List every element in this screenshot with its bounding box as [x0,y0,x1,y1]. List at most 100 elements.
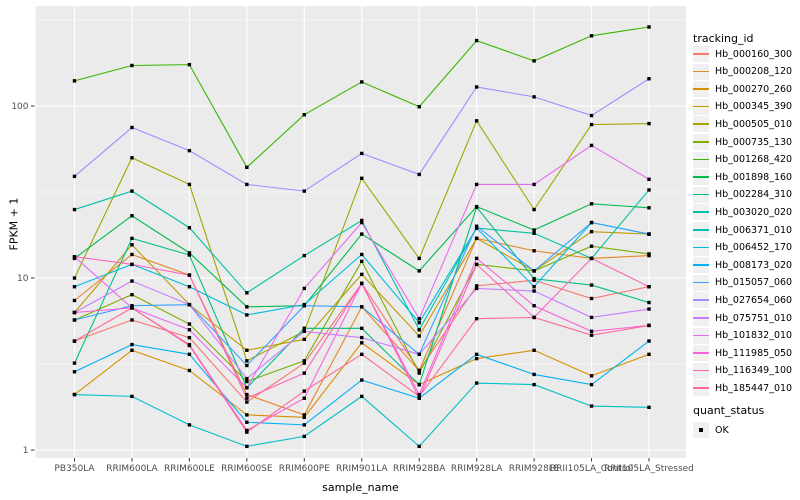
data-point [647,352,651,357]
data-point [474,182,479,187]
legend-key-line [693,264,709,266]
data-point [187,285,192,289]
legend-key [693,169,709,186]
data-point [72,285,77,289]
x-tick-label: RRIM901LA [336,464,388,474]
legend-item-label: Hb_000270_260 [715,83,793,95]
legend-key [693,204,709,221]
data-point [187,368,192,373]
data-point [647,177,651,181]
data-point [647,206,651,210]
data-point [360,326,364,330]
data-point [474,352,479,357]
data-point [532,182,536,187]
data-point [187,148,192,153]
y-tick-label: 10 [17,274,29,284]
data-point [245,165,249,170]
data-point [302,189,306,193]
legend-item: Hb_001268_420 [693,151,793,168]
data-point [532,59,536,63]
data-point [187,62,192,67]
data-point [187,182,192,187]
data-point [589,244,594,248]
data-point [532,304,536,308]
legend-item-label: Hb_185447_010 [715,382,793,394]
data-point [245,430,249,434]
data-point [647,405,651,410]
ok-point-icon [699,428,703,432]
data-point [474,284,479,288]
x-tick-label: RRIM928LA [451,464,503,474]
legend-key [693,151,709,168]
legend-item: Hb_101832_010 [693,327,792,344]
legend-key-line [693,211,709,213]
legend-key-line [693,88,709,90]
data-point [245,444,249,449]
data-point [245,386,249,390]
legend-key [693,186,709,203]
legend-item: Hb_027654_060 [693,292,792,309]
data-point [417,382,421,387]
data-point [647,300,651,305]
data-point [474,262,479,267]
data-point [187,352,192,357]
data-point [72,174,77,179]
data-point [532,277,536,281]
data-point [130,125,134,130]
legend-key [693,116,709,133]
data-point [647,25,651,29]
data-point [360,232,364,236]
data-point [589,34,594,38]
data-point [187,251,192,255]
data-point [245,305,249,309]
legend-key-line [693,53,709,55]
legend-item-label: Hb_111985_050 [715,347,793,359]
data-point [532,372,536,377]
legend-item-label: Hb_001268_420 [715,154,793,166]
data-point [302,423,306,427]
data-point [474,356,479,361]
data-point [360,352,364,357]
legend-item-label: Hb_008173_020 [715,259,793,271]
data-point [130,214,134,218]
legend-item: Hb_111985_050 [693,345,793,362]
data-point [532,231,536,235]
data-point [647,77,651,81]
legend-key [693,134,709,150]
legend-item-label: Hb_003020_020 [715,206,793,218]
data-point [532,269,536,273]
legend-item: Hb_000505_010 [693,116,792,133]
legend-key-line [693,317,709,319]
data-point [532,382,536,387]
data-point [72,392,77,397]
data-point [532,249,536,253]
data-point [130,279,134,283]
data-point [417,256,421,261]
data-point [360,378,364,382]
legend-item: Hb_002284_310 [693,186,792,203]
data-point [474,205,479,209]
legend-item-label: Hb_000735_130 [715,136,793,148]
data-point [245,363,249,368]
legend-item: Hb_000208_120 [693,63,793,80]
data-point [130,262,134,267]
y-tick-label: 100 [11,102,28,112]
legend-key-line [693,369,709,372]
data-point [130,236,134,241]
data-point [302,304,306,308]
quant-status-key [693,422,709,438]
data-point [532,315,536,320]
legend-key-line [693,334,709,337]
data-point [589,283,594,287]
data-point [187,273,192,277]
data-point [417,394,421,399]
data-point [130,304,134,308]
data-point [302,413,306,417]
data-point [360,151,364,156]
legend-item-label: Hb_000208_120 [715,66,793,78]
data-point [647,339,651,343]
data-point [130,156,134,160]
legend-item-label: Hb_015057_060 [715,277,793,289]
legend-key [693,46,709,62]
